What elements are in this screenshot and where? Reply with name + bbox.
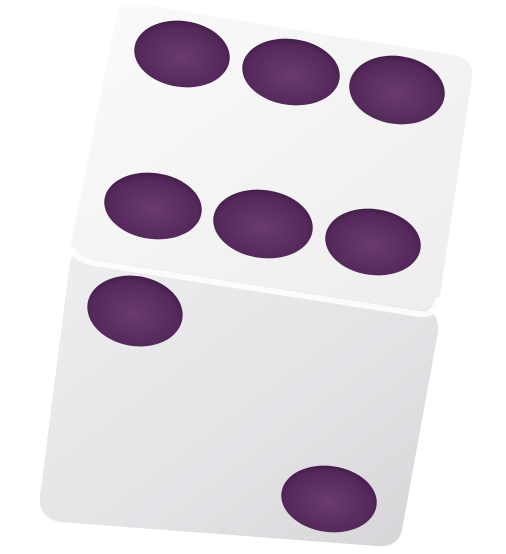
pip-top-5: [213, 189, 313, 259]
pip-front-2: [281, 465, 377, 533]
top-face-pips: [104, 20, 445, 276]
front-face-pips: [87, 275, 377, 533]
pip-front-1: [87, 275, 183, 347]
pip-top-1: [134, 20, 230, 88]
pip-top-6: [325, 208, 421, 276]
die-edge: [69, 247, 441, 318]
pip-top-4: [104, 172, 202, 240]
pip-top-3: [349, 55, 445, 125]
pip-top-2: [242, 38, 340, 106]
